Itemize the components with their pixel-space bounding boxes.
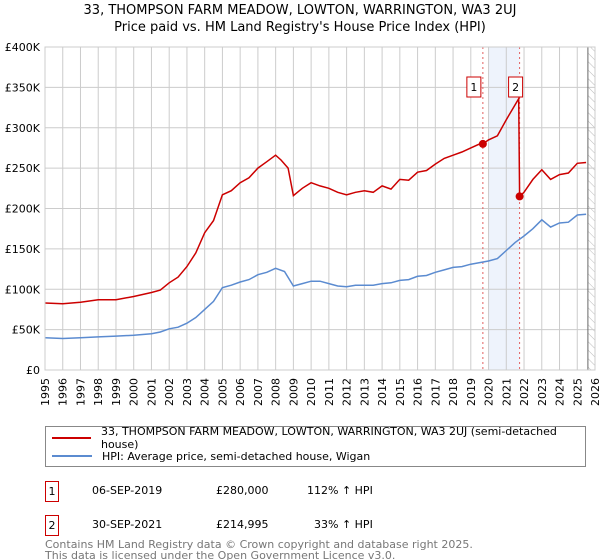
x-tick-label: 2010 <box>305 378 318 406</box>
x-tick-label: 1997 <box>74 378 87 406</box>
x-tick-label: 2020 <box>483 378 496 406</box>
x-tick-label: 2012 <box>341 378 354 406</box>
y-tick-label: £300K <box>5 122 41 135</box>
x-tick-label: 2023 <box>536 378 549 406</box>
x-tick-label: 2005 <box>216 378 229 406</box>
sale-label-box <box>508 76 524 98</box>
x-tick-label: 2006 <box>234 378 247 406</box>
sale-date: 30-SEP-2021 <box>92 518 163 531</box>
x-tick-label: 2015 <box>394 378 407 406</box>
legend-label: HPI: Average price, semi-detached house,… <box>102 449 371 463</box>
legend-item-hpi: HPI: Average price, semi-detached house,… <box>52 448 370 464</box>
legend-swatch-red <box>52 437 91 439</box>
x-tick-label: 2003 <box>181 378 194 406</box>
sale-marker-badge: 1 <box>45 481 59 502</box>
property-price-line <box>44 95 587 305</box>
sale-price: £214,995 <box>216 518 269 531</box>
x-tick-label: 2004 <box>199 378 212 406</box>
x-tick-label: 2001 <box>145 378 158 406</box>
chart-title: 33, THOMPSON FARM MEADOW, LOWTON, WARRIN… <box>83 3 517 18</box>
x-tick-label: 2018 <box>447 378 460 406</box>
x-tick-label: 2019 <box>465 378 478 406</box>
x-tick-label: 2013 <box>358 378 371 406</box>
chart-subtitle: Price paid vs. HM Land Registry's House … <box>114 20 486 35</box>
chart-plot: 1995 1996 1997 1998 1999 2000 2001 2002 2003 2004… <box>5 41 600 406</box>
plot-border <box>44 46 596 371</box>
x-tick-label: 2026 <box>589 378 600 406</box>
y-tick-label: £250K <box>5 162 41 175</box>
x-tick-label: 2002 <box>163 378 176 406</box>
x-tick-label: 1995 <box>39 378 52 406</box>
y-tick-label: £350K <box>5 81 41 94</box>
x-tick-label: 2025 <box>571 378 584 406</box>
x-tick-label: 2016 <box>412 378 425 406</box>
x-tick-label: 2014 <box>376 378 389 406</box>
hpi-line <box>44 213 587 340</box>
footer-copyright: Contains HM Land Registry data © Crown c… <box>45 538 473 551</box>
legend-item-property: 33, THOMPSON FARM MEADOW, LOWTON, WARRIN… <box>52 425 585 451</box>
footer-licence: This data is licensed under the Open Gov… <box>45 549 396 560</box>
y-tick-label: £50K <box>12 324 41 337</box>
x-tick-label: 2000 <box>128 378 141 406</box>
x-tick-label: 1996 <box>57 378 70 406</box>
sale-label: 2 <box>512 81 519 94</box>
sale-label: 1 <box>470 81 477 94</box>
sale-date: 06-SEP-2019 <box>92 484 163 497</box>
x-tick-label: 2007 <box>252 378 265 406</box>
legend-label: 33, THOMPSON FARM MEADOW, LOWTON, WARRIN… <box>100 425 557 451</box>
sale-label-box <box>466 76 482 98</box>
sale-point <box>478 139 487 148</box>
x-tick-label: 2011 <box>323 378 336 406</box>
legend: 33, THOMPSON FARM MEADOW, LOWTON, WARRIN… <box>45 425 586 467</box>
x-tick-label: 2022 <box>518 378 531 406</box>
y-tick-label: £0 <box>26 364 40 377</box>
sale-hpi-change: 112% ↑ HPI <box>307 484 373 497</box>
sale-marker-badge: 2 <box>45 515 59 536</box>
legend-swatch-blue <box>52 455 92 457</box>
x-tick-label: 2021 <box>500 378 513 406</box>
x-tick-label: 2024 <box>554 378 567 406</box>
sale-price: £280,000 <box>216 484 269 497</box>
x-tick-label: 2009 <box>287 378 300 406</box>
x-tick-label: 2008 <box>270 378 283 406</box>
y-tick-label: £400K <box>5 41 41 54</box>
sale-point <box>515 192 524 201</box>
sale-hpi-change: 33% ↑ HPI <box>314 518 373 531</box>
y-tick-label: £100K <box>5 283 41 296</box>
y-tick-label: £150K <box>5 243 41 256</box>
x-tick-label: 1999 <box>110 378 123 406</box>
x-tick-label: 1998 <box>92 378 105 406</box>
y-tick-label: £200K <box>5 203 41 216</box>
x-tick-label: 2017 <box>429 378 442 406</box>
